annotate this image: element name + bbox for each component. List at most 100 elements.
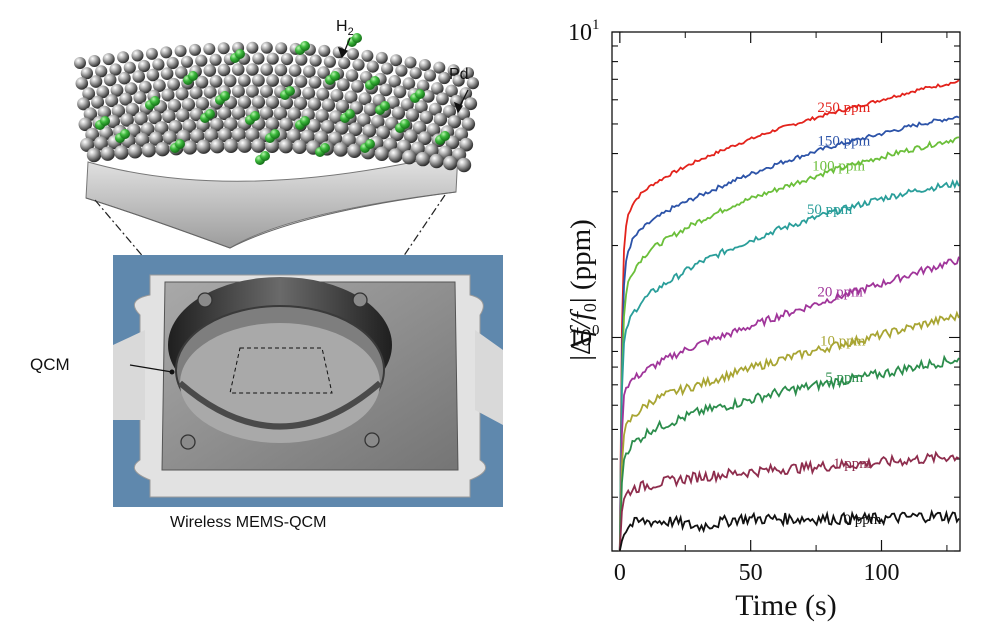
- pd-atom: [466, 77, 479, 90]
- pd-atom: [273, 106, 288, 121]
- pd-atom: [438, 71, 451, 85]
- pd-atom: [88, 55, 101, 67]
- pd-atom: [309, 54, 322, 67]
- pd-atom: [133, 91, 147, 105]
- hydrogen-atom: [188, 71, 198, 81]
- pd-atom: [286, 128, 301, 143]
- pd-atom: [358, 92, 372, 106]
- pd-atom: [280, 53, 294, 66]
- pd-atom: [316, 87, 330, 101]
- pd-atom: [237, 95, 252, 109]
- pd-atom: [138, 80, 152, 94]
- series-line: [618, 256, 960, 552]
- pd-atom: [423, 69, 437, 82]
- series-line: [618, 450, 960, 552]
- pd-atom: [347, 143, 362, 158]
- pd-atom: [300, 129, 315, 144]
- pd-atom: [204, 128, 219, 143]
- pd-atom: [433, 61, 446, 74]
- series-label: 250 ppm: [817, 100, 870, 116]
- pd-slab: [85, 151, 459, 249]
- series-line: [618, 79, 960, 552]
- pd-atom: [119, 92, 133, 106]
- pd-atom: [246, 63, 259, 76]
- pd-atom: [97, 105, 112, 120]
- pd-atom: [265, 117, 280, 131]
- hydrogen-atom: [415, 89, 425, 99]
- pd-atom: [334, 121, 349, 135]
- pd-atom: [89, 75, 103, 88]
- pd-atom: [323, 55, 336, 68]
- pd-atom: [93, 136, 108, 151]
- pd-atom: [376, 125, 390, 140]
- pd-atom: [181, 97, 196, 112]
- pd-atom: [195, 75, 209, 89]
- pd-atom: [252, 74, 265, 87]
- pd-atom: [138, 59, 151, 73]
- pd-atom: [231, 106, 246, 120]
- pd-atom: [223, 117, 238, 132]
- pd-atom: [231, 63, 245, 76]
- pd-atom: [362, 123, 377, 138]
- pd-atom: [443, 155, 458, 171]
- series-label: 50 ppm: [807, 202, 853, 218]
- series-label: 5 ppm: [825, 370, 863, 386]
- pd-atom: [379, 83, 393, 97]
- series-line: [618, 310, 960, 552]
- series-line: [618, 354, 960, 552]
- series-label: 10 ppm: [820, 333, 866, 349]
- pd-atom: [146, 68, 160, 82]
- pd-atom: [124, 82, 138, 95]
- y-axis-label: |Δf/f0| (ppm): [565, 219, 600, 361]
- pd-atom-layer: [74, 41, 479, 173]
- pd-atom: [393, 85, 407, 99]
- series-label: 100 ppm: [812, 159, 865, 175]
- pd-atom: [162, 130, 177, 145]
- data-series: [618, 79, 960, 552]
- pd-atom: [421, 90, 435, 103]
- y-tick-label: 101: [568, 17, 600, 46]
- pd-atom: [210, 139, 225, 154]
- series-line: [618, 115, 960, 552]
- pd-atom: [447, 115, 462, 129]
- pd-atom: [419, 110, 434, 125]
- pd-atom: [80, 67, 93, 80]
- pd-atom: [417, 131, 432, 146]
- pd-atom: [167, 77, 181, 91]
- pd-atom: [294, 75, 308, 88]
- pd-atom: [77, 97, 91, 111]
- series-line: [618, 136, 960, 552]
- hydrogen-atom: [320, 143, 330, 153]
- pd-atom: [120, 113, 134, 127]
- pd-atom: [260, 63, 274, 76]
- pd-atom: [148, 110, 162, 125]
- plot-frame: [611, 31, 961, 552]
- pd-atom: [403, 129, 418, 144]
- pd-atom: [141, 143, 156, 158]
- figure-caption: Wireless MEMS-QCM: [170, 514, 327, 531]
- pd-atom: [431, 82, 444, 95]
- pd-atom: [86, 147, 102, 163]
- y-tick-labels: 101 100: [568, 17, 600, 351]
- pd-atom: [461, 117, 476, 131]
- hydrogen-atom: [150, 96, 160, 106]
- series-label: 20 ppm: [817, 285, 863, 301]
- pd-atom: [134, 111, 148, 126]
- pd-atom: [405, 108, 420, 122]
- pd-atom: [295, 53, 308, 66]
- frequency-shift-chart: 0 50 100 101 100 250 ppm 150 ppm 100 ppm 50 pp…: [565, 17, 961, 622]
- pd-atom: [348, 122, 363, 137]
- pd-atom: [102, 53, 115, 66]
- pd-atom: [260, 41, 273, 54]
- pd-atom: [135, 132, 150, 147]
- pd-atom: [452, 74, 465, 87]
- series-label: 0 ppm: [844, 512, 882, 528]
- pd-atom: [274, 63, 288, 77]
- pd-atom: [415, 151, 431, 167]
- pd-atom: [318, 44, 331, 57]
- pd-atom: [145, 47, 158, 60]
- pd-atom: [117, 51, 130, 64]
- pd-atom: [329, 110, 343, 124]
- pd-atom: [287, 107, 302, 121]
- x-axis-label: Time (s): [735, 589, 836, 622]
